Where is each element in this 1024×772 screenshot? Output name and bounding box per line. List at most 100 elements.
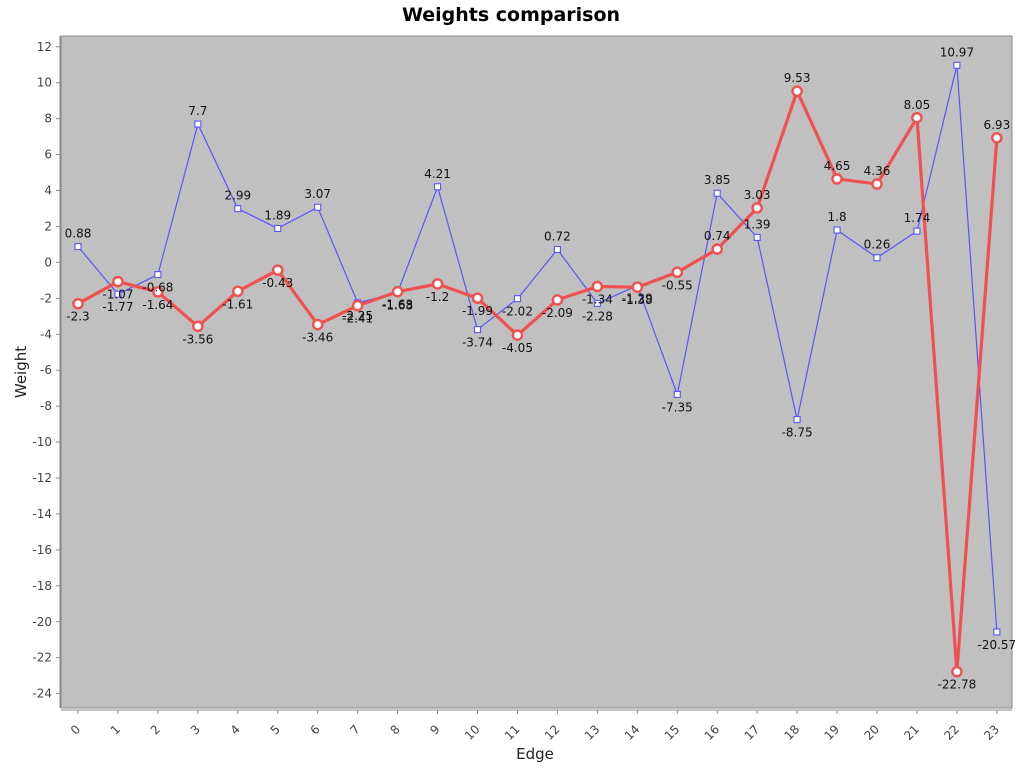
data-label: 3.85 (704, 173, 731, 187)
y-tick-label: 10 (37, 76, 52, 90)
data-point (513, 295, 522, 303)
data-label: -1.63 (382, 298, 413, 312)
y-tick-label: -4 (40, 327, 52, 341)
data-label: -1.2 (426, 290, 449, 304)
data-point (511, 329, 524, 341)
series-line (77, 89, 999, 674)
data-point (593, 299, 601, 307)
x-tick-label: 20 (861, 722, 882, 743)
x-tick-label: 2 (148, 722, 163, 737)
data-point (553, 245, 561, 254)
data-label: -20.57 (978, 638, 1017, 652)
y-tick-label: 12 (37, 40, 52, 54)
data-label: 0.74 (704, 229, 731, 243)
data-point (391, 285, 404, 298)
chart-title: Weights comparison (402, 4, 620, 26)
data-point (871, 178, 883, 190)
series-layer (72, 61, 1003, 678)
data-point (471, 292, 484, 304)
data-label: 0.88 (65, 227, 92, 241)
data-point (74, 243, 82, 251)
data-point (234, 205, 242, 213)
x-tick-label: 7 (347, 722, 362, 737)
data-label: 6.93 (983, 118, 1010, 132)
y-tick-label: -22 (32, 651, 52, 665)
data-point (591, 280, 604, 293)
data-point (72, 297, 84, 310)
data-label: 1.89 (264, 208, 291, 222)
data-label: -2.02 (502, 305, 533, 319)
x-tick-label: 6 (308, 722, 323, 737)
data-point (433, 183, 442, 191)
x-tick-label: 17 (742, 722, 763, 743)
data-label: 7.7 (188, 104, 207, 118)
data-label: 0.72 (544, 229, 571, 243)
data-point (152, 286, 164, 298)
data-point (551, 294, 564, 306)
data-point (271, 264, 284, 276)
data-label: 1.39 (744, 217, 771, 231)
y-tick-label: -12 (32, 471, 52, 485)
x-tick-label: 16 (702, 722, 723, 743)
y-axis-label: Weight (12, 346, 30, 398)
data-point (793, 416, 801, 424)
y-tick-label: -8 (40, 399, 52, 413)
y-tick-label: -18 (32, 579, 52, 593)
plot-area (60, 35, 1013, 709)
data-point (873, 254, 881, 262)
data-point (194, 120, 202, 128)
data-label: -0.43 (262, 276, 293, 290)
data-label: -2.25 (342, 309, 373, 323)
data-label: -8.75 (782, 426, 813, 440)
data-label: -2.3 (66, 310, 89, 324)
data-point (274, 224, 282, 232)
data-label: -1.77 (102, 300, 133, 314)
x-tick-label: 23 (981, 722, 1002, 743)
data-label: -22.78 (938, 678, 977, 692)
data-label: 3.07 (304, 187, 331, 201)
data-label: 8.05 (904, 98, 931, 112)
data-label: -2.41 (342, 312, 373, 326)
x-tick-label: 19 (821, 722, 842, 743)
x-tick-label: 12 (542, 722, 563, 743)
data-label: 2.99 (224, 189, 251, 203)
data-label: -3.46 (302, 331, 333, 345)
data-point (112, 275, 124, 288)
x-tick-label: 18 (782, 722, 803, 743)
y-tick-label: -6 (40, 363, 52, 377)
data-label: 1.74 (904, 211, 931, 225)
data-label: -3.74 (462, 336, 493, 350)
data-label: 4.36 (864, 164, 891, 178)
x-tick-label: 9 (427, 722, 442, 737)
y-tick-label: -16 (32, 543, 52, 557)
x-axis-label: Edge (516, 745, 554, 763)
y-tick-label: -20 (32, 615, 52, 629)
y-tick-label: 2 (44, 219, 52, 233)
data-label: 0.26 (864, 238, 891, 252)
data-point (833, 226, 841, 234)
y-tick-label: -14 (32, 507, 52, 521)
x-tick-label: 15 (662, 722, 683, 743)
x-tick-label: 14 (622, 722, 643, 743)
data-point (913, 227, 921, 235)
x-tick-label: 1 (108, 722, 123, 737)
data-label: 1.8 (828, 210, 847, 224)
data-label: -1.29 (622, 292, 653, 306)
data-label: 10.97 (940, 45, 974, 59)
data-point (791, 85, 803, 97)
data-label: -2.09 (542, 306, 573, 320)
data-point (751, 202, 763, 214)
x-tick-label: 4 (228, 722, 243, 737)
data-point (631, 281, 644, 293)
data-point (114, 290, 122, 298)
data-label: -3.56 (182, 332, 213, 346)
data-point (953, 61, 961, 69)
data-label: 4.65 (824, 159, 851, 173)
data-label: -2.28 (582, 309, 613, 323)
data-label: 3.03 (744, 188, 771, 202)
data-point (351, 299, 364, 312)
data-point (671, 266, 684, 279)
y-tick-label: -10 (32, 435, 52, 449)
